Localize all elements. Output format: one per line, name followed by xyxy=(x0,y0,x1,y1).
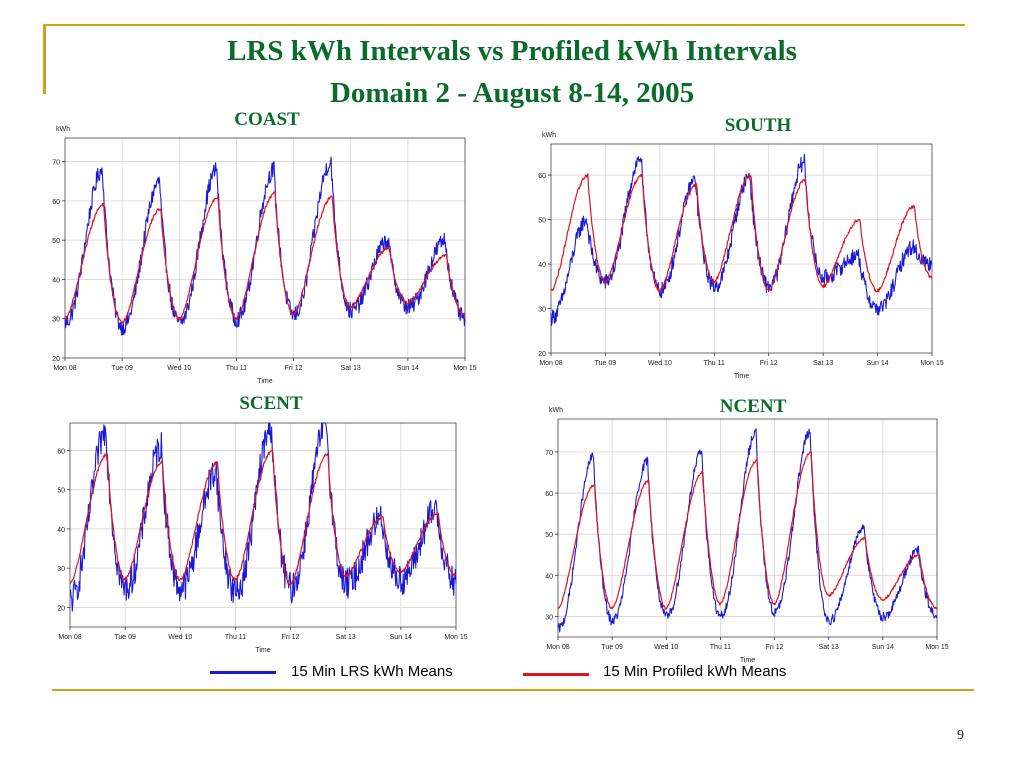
x-tick-label: Thu 11 xyxy=(225,634,246,641)
series-line-profiled xyxy=(64,191,466,324)
y-tick-label: 50 xyxy=(545,532,553,539)
x-tick-label: Mon 08 xyxy=(546,644,569,651)
y-tick-label: 40 xyxy=(538,262,546,269)
y-tick-label: 40 xyxy=(545,573,553,580)
legend-label-profiled: 15 Min Profiled kWh Means xyxy=(603,663,787,680)
page-number: 9 xyxy=(957,728,964,743)
y-tick-label: 70 xyxy=(545,450,553,457)
x-tick-label: Tue 09 xyxy=(601,644,623,651)
chart-label-coast: COAST xyxy=(234,109,300,130)
x-axis-title: Time xyxy=(255,647,270,654)
y-tick-label: 30 xyxy=(52,317,60,324)
legend-swatch-lrs xyxy=(210,671,276,674)
chart-label-south: SOUTH xyxy=(724,115,792,136)
x-tick-label: Thu 11 xyxy=(710,644,731,651)
x-tick-label: Wed 10 xyxy=(168,634,192,641)
x-tick-label: Sat 13 xyxy=(336,634,356,641)
chart-coast: 20 30 40 50 60 70 Mon 08 Tue 09 Wed 10 Thu 11 Fri … xyxy=(52,126,477,385)
series-line-lrs xyxy=(557,428,938,633)
y-tick-label: 20 xyxy=(52,356,60,363)
plot-frame xyxy=(550,143,933,354)
series-line-profiled xyxy=(550,173,933,293)
y-axis-title: kWh xyxy=(549,407,563,414)
chart-scent: 20 30 40 50 60 Mon 08 Tue 09 Wed 10 Thu 11 Fri 12… xyxy=(57,422,468,654)
series-line-profiled xyxy=(557,450,938,610)
x-tick-label: Sun 14 xyxy=(390,634,412,641)
x-axis-title: Time xyxy=(740,657,755,664)
decorative-rule-vertical xyxy=(43,24,46,94)
plot-frame xyxy=(69,422,457,628)
x-tick-label: Wed 10 xyxy=(167,365,191,372)
series-line-lrs xyxy=(69,422,457,612)
x-tick-label: Wed 10 xyxy=(648,360,672,367)
x-tick-label: Mon 15 xyxy=(920,360,943,367)
y-axis-title: kWh xyxy=(542,132,556,139)
decorative-rule-bottom xyxy=(52,689,974,691)
x-tick-label: Mon 08 xyxy=(539,360,562,367)
slide-title-line1: LRS kWh Intervals vs Profiled kWh Interv… xyxy=(227,35,797,67)
x-tick-label: Fri 12 xyxy=(760,360,778,367)
y-tick-label: 50 xyxy=(52,238,60,245)
y-tick-label: 20 xyxy=(57,605,65,612)
legend-label-lrs: 15 Min LRS kWh Means xyxy=(291,663,453,680)
x-tick-label: Tue 09 xyxy=(111,365,133,372)
x-tick-label: Sat 13 xyxy=(341,365,361,372)
x-tick-label: Mon 15 xyxy=(453,365,476,372)
y-tick-label: 30 xyxy=(545,614,553,621)
x-axis-title: Time xyxy=(734,373,749,380)
x-axis-title: Time xyxy=(257,378,272,385)
y-tick-label: 40 xyxy=(52,277,60,284)
y-tick-label: 60 xyxy=(52,199,60,206)
x-tick-label: Mon 08 xyxy=(53,365,76,372)
chart-label-ncent: NCENT xyxy=(719,396,787,417)
series-line-lrs xyxy=(64,156,466,336)
series-line-profiled xyxy=(69,448,457,586)
y-axis-title: kWh xyxy=(56,126,70,133)
x-tick-label: Sat 13 xyxy=(813,360,833,367)
chart-ncent: 30 40 50 60 70 Mon 08 Tue 09 Wed 10 Thu 11 Fri 12… xyxy=(545,407,949,664)
slide-title-line2: Domain 2 - August 8-14, 2005 xyxy=(329,77,695,109)
chart-label-scent: SCENT xyxy=(239,393,303,414)
y-tick-label: 50 xyxy=(57,488,65,495)
y-tick-label: 60 xyxy=(538,173,546,180)
y-tick-label: 40 xyxy=(57,527,65,534)
x-tick-label: Tue 09 xyxy=(595,360,617,367)
x-tick-label: Thu 11 xyxy=(704,360,725,367)
x-tick-label: Sat 13 xyxy=(819,644,839,651)
x-tick-label: Fri 12 xyxy=(282,634,300,641)
x-tick-label: Fri 12 xyxy=(766,644,784,651)
y-tick-label: 50 xyxy=(538,218,546,225)
y-tick-label: 20 xyxy=(538,351,546,358)
x-tick-label: Sun 14 xyxy=(397,365,419,372)
y-tick-label: 60 xyxy=(545,491,553,498)
x-tick-label: Sun 14 xyxy=(872,644,894,651)
x-tick-label: Tue 09 xyxy=(114,634,136,641)
x-tick-label: Mon 15 xyxy=(925,644,948,651)
chart-south: 20 30 40 50 60 Mon 08 Tue 09 Wed 10 Thu 11 Fri 12… xyxy=(538,132,944,380)
decorative-rule-top xyxy=(43,24,965,26)
x-tick-label: Mon 15 xyxy=(444,634,467,641)
y-tick-label: 60 xyxy=(57,448,65,455)
y-tick-label: 30 xyxy=(538,307,546,314)
x-tick-label: Fri 12 xyxy=(285,365,303,372)
y-tick-label: 30 xyxy=(57,566,65,573)
series-line-lrs xyxy=(550,153,933,326)
x-tick-label: Thu 11 xyxy=(226,365,247,372)
plot-frame xyxy=(557,418,938,638)
plot-frame xyxy=(64,137,466,359)
x-tick-label: Wed 10 xyxy=(654,644,678,651)
x-tick-label: Sun 14 xyxy=(866,360,888,367)
x-tick-label: Mon 08 xyxy=(58,634,81,641)
y-tick-label: 70 xyxy=(52,160,60,167)
legend-swatch-profiled xyxy=(523,673,589,676)
